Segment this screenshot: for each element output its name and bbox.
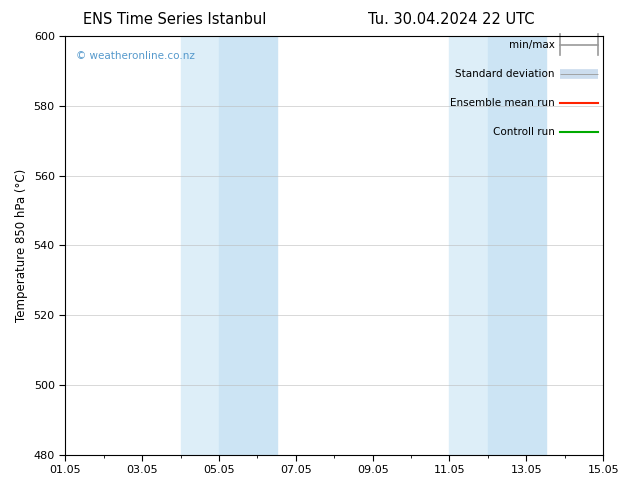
- Bar: [450, 36, 488, 455]
- Text: Controll run: Controll run: [493, 127, 555, 137]
- Text: ENS Time Series Istanbul: ENS Time Series Istanbul: [83, 12, 266, 27]
- Bar: [488, 36, 545, 455]
- Text: Tu. 30.04.2024 22 UTC: Tu. 30.04.2024 22 UTC: [368, 12, 534, 27]
- Bar: [181, 36, 219, 455]
- Text: min/max: min/max: [509, 40, 555, 49]
- Text: Ensemble mean run: Ensemble mean run: [450, 98, 555, 108]
- Bar: [219, 36, 276, 455]
- Y-axis label: Temperature 850 hPa (°C): Temperature 850 hPa (°C): [15, 169, 28, 322]
- Text: Standard deviation: Standard deviation: [455, 69, 555, 79]
- Text: © weatheronline.co.nz: © weatheronline.co.nz: [76, 51, 195, 61]
